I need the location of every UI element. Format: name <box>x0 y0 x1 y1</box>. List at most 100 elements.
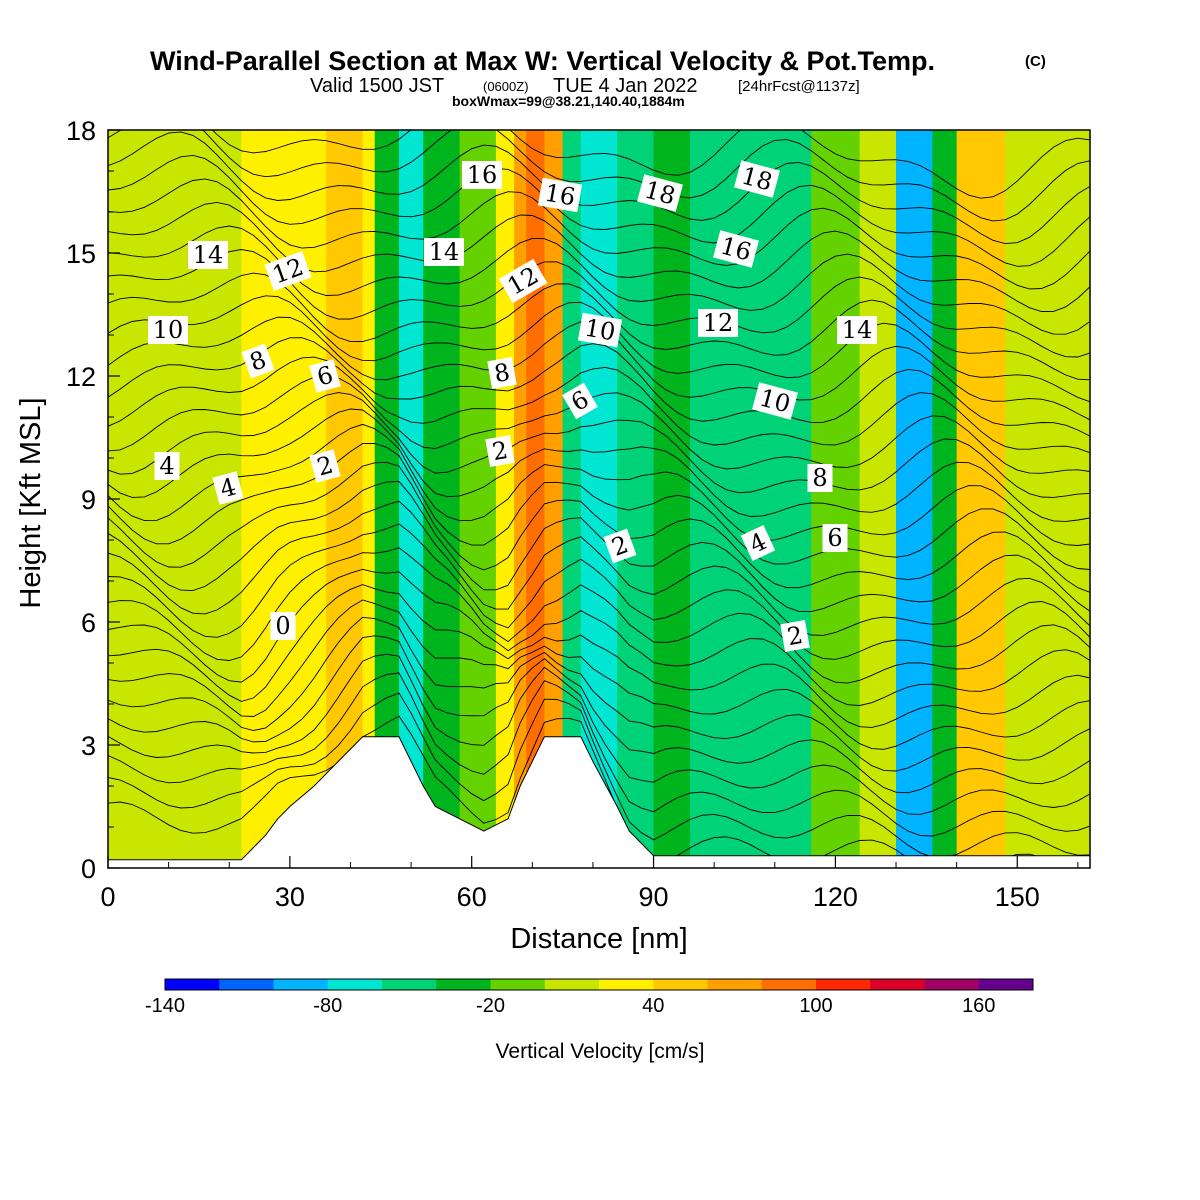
x-tick-label: 90 <box>639 882 669 912</box>
w-column <box>1005 130 1090 868</box>
colorbar-swatch <box>978 979 1034 990</box>
contour-label-text: 4 <box>159 452 174 480</box>
contour-label-box <box>577 312 623 348</box>
y-tick-label: 0 <box>81 854 96 884</box>
contour-label-box <box>713 230 759 268</box>
valid-date: TUE 4 Jan 2022 <box>553 75 698 97</box>
theta-contour <box>108 442 1090 570</box>
contour-label: 2 <box>485 435 515 467</box>
valid-prefix: Valid 1500 JST <box>310 75 444 97</box>
contour-label-box <box>562 382 598 420</box>
w-column <box>544 130 564 868</box>
colorbar-swatch <box>490 979 546 990</box>
theta-contour <box>108 523 1090 660</box>
theta-contour <box>108 178 1090 290</box>
contour-label: 2 <box>309 449 341 483</box>
contour-label-text: 10 <box>583 314 618 347</box>
terrain-profile <box>108 736 1090 868</box>
colorbar-tick-label: -20 <box>476 995 505 1017</box>
contour-label-text: 2 <box>490 436 510 466</box>
theta-contour <box>108 635 1090 794</box>
contour-label-text: 10 <box>153 316 184 344</box>
valid-utc: (0600Z) <box>483 79 529 94</box>
w-column <box>562 130 582 868</box>
x-tick-label: 150 <box>995 882 1040 912</box>
theta-contour <box>108 154 1090 267</box>
potential-temperature-contours <box>108 130 1090 868</box>
colorbar-tick-label: -80 <box>313 995 342 1017</box>
contour-label-text: 14 <box>193 241 224 269</box>
theta-contour <box>108 653 1090 815</box>
contour-label-text: 16 <box>467 161 498 189</box>
contour-label: 2 <box>603 528 637 564</box>
colorbar-swatch <box>436 979 491 990</box>
theta-contour <box>108 337 1090 437</box>
contour-label: 6 <box>822 524 848 552</box>
w-column <box>956 130 1006 868</box>
colorbar-swatch <box>599 979 654 990</box>
y-tick-label: 12 <box>66 362 96 392</box>
contour-label-box <box>188 241 228 269</box>
contour-label: 6 <box>309 359 341 393</box>
y-tick-label: 6 <box>81 608 96 638</box>
theta-contour <box>108 461 1090 593</box>
theta-contour <box>108 225 1090 335</box>
contour-label-box <box>807 464 833 492</box>
contour-label-box <box>154 452 180 480</box>
w-column <box>811 130 861 868</box>
w-column <box>859 130 897 868</box>
contour-label-text: 4 <box>217 472 239 503</box>
theta-contour <box>108 568 1090 706</box>
chart-title: Wind-Parallel Section at Max W: Vertical… <box>150 46 935 76</box>
w-column <box>617 130 655 868</box>
contour-label-box <box>270 612 296 640</box>
contour-label: 18 <box>734 160 780 198</box>
colorbar: -140 -80 -20 40 100 160 <box>145 978 1034 1017</box>
contour-label-box <box>264 251 312 291</box>
contour-label: 16 <box>537 177 583 213</box>
w-column <box>896 130 933 868</box>
w-column <box>932 130 958 868</box>
y-axis: 0 3 6 9 12 15 18 <box>66 116 120 884</box>
y-tick-label: 9 <box>81 485 96 515</box>
contour-label-text: 8 <box>492 358 512 388</box>
contour-label-box <box>537 177 583 213</box>
w-column <box>459 130 497 868</box>
contour-label-box <box>780 620 810 652</box>
w-column <box>653 130 691 868</box>
contour-label-box <box>424 238 464 266</box>
contour-label-text: 14 <box>429 238 460 266</box>
theta-contour <box>108 692 1090 858</box>
contour-label-text: 16 <box>543 179 578 212</box>
x-tick-label: 120 <box>813 882 858 912</box>
theta-contour <box>108 392 1090 498</box>
contour-label-text: 2 <box>314 450 336 481</box>
contour-label-box <box>309 449 341 483</box>
theta-contour <box>108 374 1090 474</box>
x-axis: 0 30 60 90 120 150 <box>100 856 1079 912</box>
theta-contour <box>108 672 1090 837</box>
contour-label-box <box>837 316 877 344</box>
contour-label: 10 <box>148 316 188 344</box>
theta-contour <box>108 356 1090 454</box>
y-tick-label: 18 <box>66 116 96 146</box>
theta-contour <box>108 408 1090 522</box>
y-tick-label: 3 <box>81 731 96 761</box>
contour-label-box <box>485 435 515 467</box>
colorbar-swatch <box>544 979 600 990</box>
theta-contour <box>108 201 1090 312</box>
y-axis-label: Height [Kft MSL] <box>15 397 47 608</box>
theta-contour <box>108 584 1090 728</box>
contour-label-box <box>603 528 637 564</box>
contour-label-box <box>498 258 548 304</box>
contour-label-text: 6 <box>827 524 842 552</box>
colorbar-swatch <box>165 979 220 990</box>
colorbar-swatch <box>816 979 871 990</box>
contour-label-box <box>637 174 683 212</box>
contour-label-text: 6 <box>314 360 336 391</box>
colorbar-tick-label: 160 <box>962 995 995 1017</box>
colorbar-swatch <box>273 979 329 990</box>
contour-label-box <box>734 160 780 198</box>
